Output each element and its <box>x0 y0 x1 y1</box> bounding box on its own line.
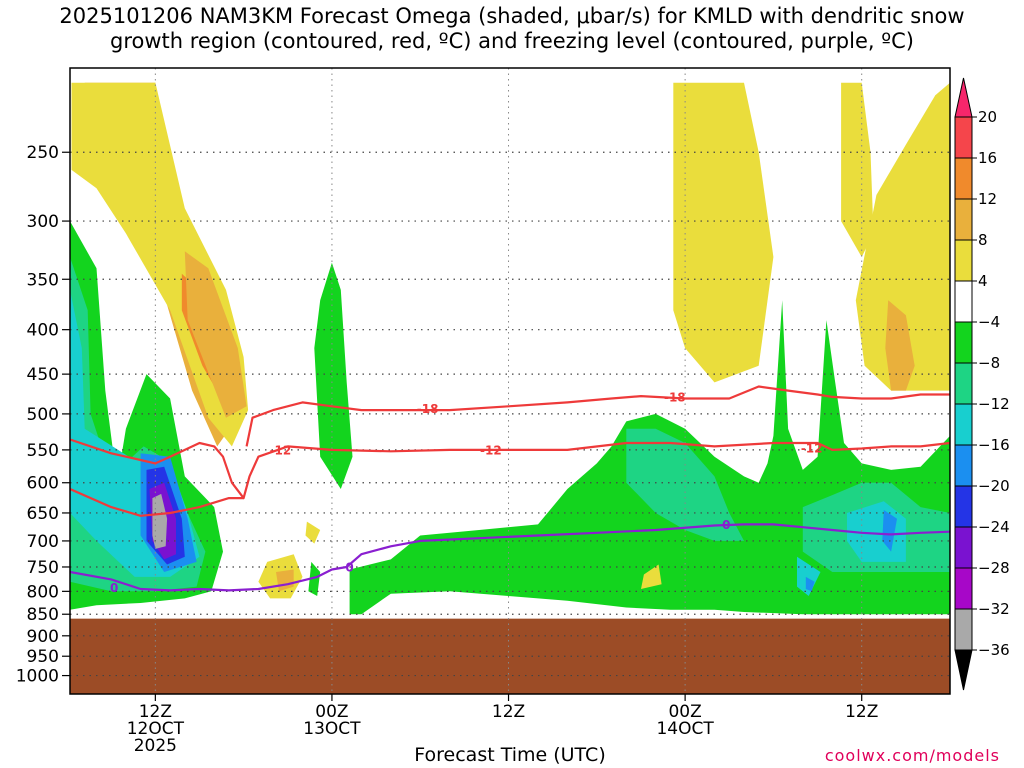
colorbar-bin-3 <box>954 239 973 282</box>
colorbar-bin-9 <box>954 485 973 528</box>
contour-label-7: 0 <box>722 518 730 532</box>
colorbar-label-2: 12 <box>978 190 997 208</box>
plot-frame <box>69 67 951 695</box>
y-tick-label-450: 450 <box>27 365 59 385</box>
chart-title-line-1: 2025101206 NAM3KM Forecast Omega (shaded… <box>59 4 965 28</box>
colorbar-bin-4 <box>954 280 973 323</box>
y-tick-label-1000: 1000 <box>16 667 59 687</box>
y-tick-label-600: 600 <box>27 474 59 494</box>
colorbar-top-arrow <box>954 77 973 118</box>
omega-region-21 <box>805 576 815 592</box>
contour-lines <box>70 385 950 592</box>
colorbar-label-8: −16 <box>978 436 1010 454</box>
credit-link[interactable]: coolwx.com/models <box>824 746 1000 765</box>
x-tick-label-3-1: 00Z <box>668 702 701 722</box>
contour-label-2: -12 <box>270 443 292 457</box>
omega-region-25 <box>855 82 950 391</box>
colorbar-bin-6 <box>954 362 973 405</box>
x-tick-label-0-1: 12Z <box>139 702 172 722</box>
ground-fill <box>70 618 950 694</box>
contour-labels: -18 -18 -12 -12 -12 0 0 0 <box>110 390 823 595</box>
colorbar-label-1: 16 <box>978 149 997 167</box>
y-tick-label-900: 900 <box>27 627 59 647</box>
omega-region-13 <box>305 521 321 544</box>
contour-label-4: -12 <box>801 441 823 455</box>
y-tick-label-950: 950 <box>27 647 59 667</box>
colorbar-label-0: 20 <box>978 108 997 126</box>
freezing-level-contour-2 <box>70 523 950 592</box>
x-tick-label-1-2: 13OCT <box>303 719 361 739</box>
colorbar-bottom-arrow <box>954 649 973 691</box>
omega-region-26 <box>885 300 915 391</box>
colorbar-bin-2 <box>954 198 973 241</box>
colorbar-label-9: −20 <box>978 477 1010 495</box>
x-tick-label-1-1: 00Z <box>315 702 348 722</box>
colorbar-bin-8 <box>954 444 973 487</box>
contour-label-0: -18 <box>417 402 439 416</box>
y-tick-label-800: 800 <box>27 582 59 602</box>
x-tick-label-4-1: 12Z <box>845 702 878 722</box>
omega-region-3 <box>184 251 247 418</box>
colorbar-bin-7 <box>954 403 973 446</box>
omega-region-24 <box>841 82 874 257</box>
y-tick-label-300: 300 <box>27 212 59 232</box>
omega-region-22 <box>882 510 897 552</box>
colorbar-label-4: 4 <box>978 272 988 290</box>
y-tick-label-650: 650 <box>27 504 59 524</box>
x-tick-label-0-3: 2025 <box>134 736 177 756</box>
ground-layer <box>70 618 950 694</box>
y-tick-label-250: 250 <box>27 143 59 163</box>
y-axis: 2503003504004505005506006507007508008509… <box>16 143 70 687</box>
chart-title-line-2: growth region (contoured, red, ºC) and f… <box>110 29 914 53</box>
colorbar-label-13: −36 <box>978 641 1010 659</box>
y-tick-label-350: 350 <box>27 270 59 290</box>
colorbar: 20 16 12 8 4 −4 −8 −12 −16 −20 −24 −28 −32 −36 <box>954 77 1010 691</box>
colorbar-label-12: −32 <box>978 600 1010 618</box>
y-tick-label-400: 400 <box>27 321 59 341</box>
contour-label-1: -18 <box>664 390 686 404</box>
contour-label-6: 0 <box>345 560 353 574</box>
x-axis-title: Forecast Time (UTC) <box>414 744 606 766</box>
growth-region-contour-1 <box>70 438 950 500</box>
colorbar-label-11: −28 <box>978 559 1010 577</box>
colorbar-label-3: 8 <box>978 231 988 249</box>
growth-region-contour-0 <box>245 385 950 447</box>
contour-label-3: -12 <box>480 443 502 457</box>
omega-region-27 <box>641 564 662 589</box>
colorbar-bin-11 <box>954 567 973 610</box>
colorbar-bin-10 <box>954 526 973 569</box>
y-tick-label-550: 550 <box>27 441 59 461</box>
colorbar-bin-0 <box>954 116 973 159</box>
colorbar-label-6: −8 <box>978 354 1000 372</box>
colorbar-label-5: −4 <box>978 313 1000 331</box>
y-tick-label-750: 750 <box>27 558 59 578</box>
colorbar-label-7: −12 <box>978 395 1010 413</box>
y-tick-label-700: 700 <box>27 532 59 552</box>
chart-title: 2025101206 NAM3KM Forecast Omega (shaded… <box>0 4 1024 54</box>
contour-label-5: 0 <box>110 581 118 595</box>
omega-region-20 <box>797 556 821 596</box>
x-tick-label-3-2: 14OCT <box>656 719 714 739</box>
omega-region-10 <box>152 493 168 549</box>
y-tick-label-850: 850 <box>27 605 59 625</box>
omega-shading <box>70 82 950 615</box>
colorbar-bin-5 <box>954 321 973 364</box>
colorbar-bin-1 <box>954 157 973 200</box>
omega-region-23 <box>673 82 774 383</box>
y-tick-label-500: 500 <box>27 405 59 425</box>
x-tick-label-0-2: 12OCT <box>127 719 185 739</box>
colorbar-bin-12 <box>954 608 973 651</box>
x-tick-label-2-1: 12Z <box>492 702 525 722</box>
omega-region-15 <box>308 561 321 596</box>
colorbar-label-10: −24 <box>978 518 1010 536</box>
omega-region-14 <box>314 262 353 489</box>
growth-region-contour-3 <box>70 487 244 517</box>
